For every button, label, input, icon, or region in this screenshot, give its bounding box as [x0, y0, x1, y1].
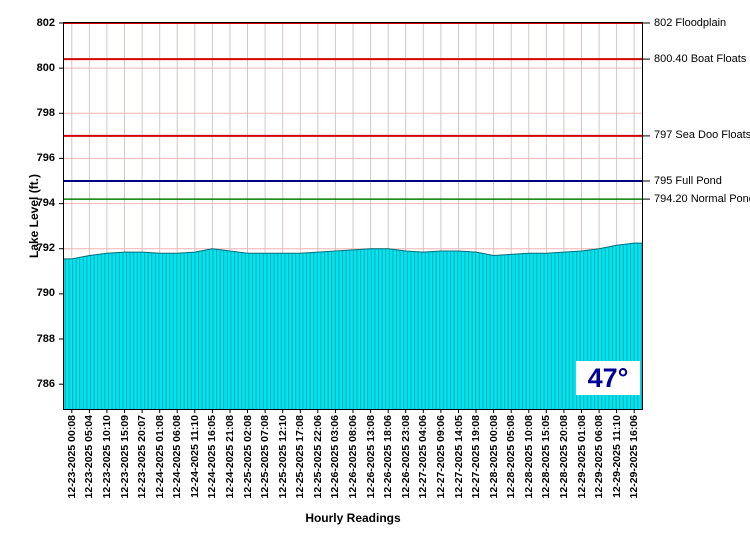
y-axis-title: Lake Level (ft.)	[27, 173, 41, 259]
temperature-badge: 47°	[576, 361, 640, 395]
x-axis-title: Hourly Readings	[305, 511, 401, 525]
lake-level-area	[63, 243, 643, 410]
